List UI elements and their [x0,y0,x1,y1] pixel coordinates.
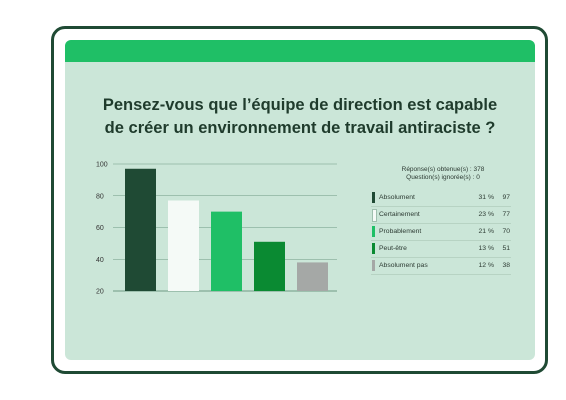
bar-chart: 100 80 60 40 20 [96,162,337,296]
y-tick-label: 100 [96,162,108,169]
legend-count: 97 [502,194,510,201]
bar-peut-tre [254,241,285,291]
y-tick-label: 40 [96,257,104,264]
legend-count: 70 [502,228,510,235]
legend-percentage: 31 % [478,194,495,201]
legend-row: Peut-être 13 % 51 [371,241,511,258]
legend-label: Absolument pas [379,262,428,269]
card-header-bar [65,40,535,62]
legend-percentage: 21 % [478,228,495,235]
y-tick-label: 60 [96,225,104,232]
legend-count: 77 [502,211,510,218]
legend-row: Absolument 31 % 97 [371,190,511,207]
legend-row: Probablement 21 % 70 [371,224,511,241]
legend-label: Certainement [379,211,420,218]
chart-title-line-1: Pensez-vous que l’équipe de direction es… [102,96,498,114]
legend-table: Absolument 31 % 97 Certainement 23 % 77 Probab… [371,190,511,275]
legend-row: Certainement 23 % 77 [371,207,511,224]
legend-swatch [372,192,375,203]
legend-percentage: 13 % [478,245,495,252]
legend-swatch [372,226,375,237]
legend-label: Probablement [379,228,422,235]
y-axis-ticks: 100 80 60 40 20 [96,162,108,296]
legend-percentage: 23 % [478,211,495,218]
legend-count: 51 [502,245,510,252]
legend-label: Absolument [379,194,415,201]
survey-card: Pensez-vous que l’équipe de direction es… [65,40,535,360]
y-tick-label: 20 [96,289,104,296]
legend-percentage: 12 % [478,262,495,269]
legend-swatch [372,260,375,271]
skipped-count: Question(s) ignorée(s) : 0 [406,174,480,181]
bar-absolument-pas [297,262,328,291]
legend-row: Absolument pas 12 % 38 [371,258,511,275]
legend-swatch [372,243,375,254]
legend-count: 38 [502,262,510,269]
bar-absolument [125,168,156,291]
legend-label: Peut-être [379,245,407,252]
y-tick-label: 80 [96,193,104,200]
chart-title: Pensez-vous que l’équipe de direction es… [65,94,535,140]
bars [125,168,328,291]
answered-count: Réponse(s) obtenue(s) : 378 [401,166,485,173]
bar-certainement [168,200,199,291]
response-stats: Réponse(s) obtenue(s) : 378 Question(s) … [373,166,513,182]
legend-swatch [372,209,377,222]
chart-title-line-2: de créer un environnement de travail ant… [104,119,496,137]
bar-probablement [211,211,242,291]
